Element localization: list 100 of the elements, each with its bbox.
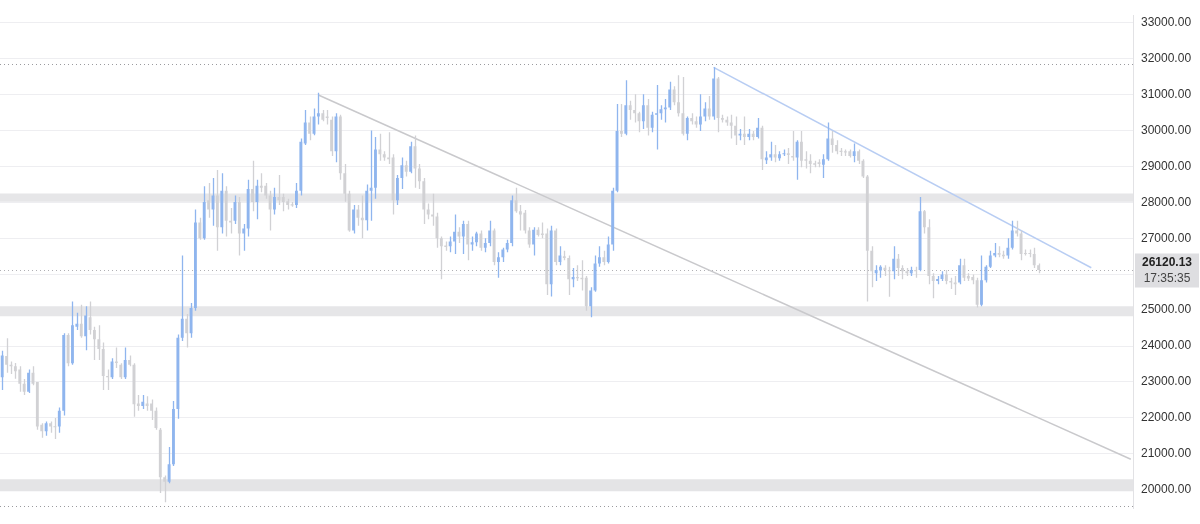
- candlestick: [18, 365, 22, 393]
- candlestick: [172, 400, 175, 467]
- candlestick: [497, 251, 500, 279]
- candlestick: [1032, 246, 1036, 269]
- candlestick: [255, 179, 259, 220]
- candlestick: [84, 305, 88, 352]
- candlestick: [268, 190, 272, 232]
- candlestick: [316, 92, 320, 126]
- candlestick: [163, 474, 167, 503]
- candlestick: [703, 101, 707, 122]
- candlestick: [57, 406, 61, 434]
- candlestick: [488, 220, 492, 247]
- candlestick: [193, 208, 197, 312]
- candlestick: [251, 160, 255, 212]
- candlestick: [681, 76, 685, 137]
- candlestick: [259, 172, 263, 193]
- candlestick: [650, 111, 654, 133]
- y-tick-label: 31000.00: [1141, 86, 1192, 101]
- candlestick: [523, 209, 527, 235]
- candlestick: [699, 93, 702, 132]
- candlestick: [369, 129, 373, 222]
- candlestick: [277, 174, 281, 206]
- candlestick: [400, 156, 404, 190]
- candlestick: [374, 136, 377, 200]
- candlestick: [879, 264, 882, 279]
- candlestick: [606, 235, 610, 265]
- candlestick: [352, 204, 356, 235]
- candlestick: [558, 245, 562, 266]
- candlestick: [79, 304, 83, 339]
- candlestick: [571, 267, 575, 288]
- candlestick: [830, 130, 834, 154]
- candlestick: [5, 337, 9, 374]
- candlestick: [273, 186, 276, 216]
- candlestick: [378, 133, 382, 162]
- candlestick: [953, 275, 957, 296]
- candlestick: [707, 95, 711, 121]
- candlestick: [53, 417, 57, 440]
- candlestick: [677, 74, 680, 118]
- candlestick: [207, 182, 211, 219]
- candlestick: [826, 121, 830, 162]
- candlestick: [769, 141, 773, 162]
- candlestick: [527, 226, 531, 249]
- candlestick: [598, 245, 601, 268]
- candlestick: [668, 81, 672, 111]
- candlestick: [518, 204, 522, 232]
- candlestick: [576, 264, 579, 282]
- y-tick-label: 25000.00: [1141, 302, 1192, 317]
- candlestick: [922, 209, 926, 235]
- candlestick: [356, 204, 360, 227]
- candlestick: [343, 163, 347, 203]
- candlestick: [742, 115, 746, 146]
- candlestick: [901, 264, 904, 280]
- candlestick: [242, 223, 246, 252]
- candlestick: [646, 98, 650, 137]
- y-tick-label: 20000.00: [1141, 482, 1192, 497]
- text: 17:35:35: [1143, 270, 1191, 285]
- candlestick: [185, 313, 189, 349]
- ref-line-label: 26120.13: [1141, 254, 1193, 269]
- candlestick: [303, 109, 307, 146]
- candlestick: [641, 93, 645, 130]
- y-tick-label: 29000.00: [1141, 158, 1192, 173]
- candlestick: [734, 115, 738, 146]
- candlestick: [619, 103, 623, 138]
- y-tick-label: 23000.00: [1141, 374, 1192, 389]
- candlestick: [589, 286, 593, 318]
- candlestick: [821, 153, 825, 179]
- candlestick: [479, 229, 483, 252]
- candlestick: [475, 231, 478, 247]
- candlestick: [800, 130, 803, 168]
- candlestick: [778, 150, 781, 162]
- candlestick: [97, 324, 101, 361]
- y-tick-label: 30000.00: [1141, 122, 1192, 137]
- candlestick: [453, 213, 457, 255]
- candlestick: [417, 163, 421, 190]
- y-tick-label: 33000.00: [1141, 15, 1192, 30]
- candlestick: [567, 254, 571, 296]
- candlestick: [980, 254, 983, 307]
- candlestick: [532, 226, 536, 257]
- y-tick-label: 32000.00: [1141, 50, 1192, 65]
- candlestick: [466, 220, 470, 261]
- y-tick-label: 27000.00: [1141, 230, 1192, 245]
- candlestick: [655, 84, 659, 151]
- candlestick: [92, 326, 96, 361]
- candlestick: [396, 174, 399, 206]
- candlestick: [958, 258, 962, 285]
- candlestick: [123, 346, 127, 380]
- candlestick: [756, 117, 760, 140]
- candlestick: [0, 350, 4, 391]
- candlestick: [633, 93, 637, 124]
- candlestick: [672, 85, 676, 107]
- candlestick: [295, 182, 298, 209]
- candlestick: [931, 272, 935, 299]
- y-tick-label: 24000.00: [1141, 338, 1192, 353]
- y-tick-label: 21000.00: [1141, 446, 1192, 461]
- candlestick: [439, 235, 443, 280]
- candlestick: [308, 115, 312, 141]
- candlestick: [852, 142, 856, 163]
- candlestick: [892, 245, 896, 280]
- candlestick: [628, 100, 632, 121]
- candlestick: [180, 254, 184, 342]
